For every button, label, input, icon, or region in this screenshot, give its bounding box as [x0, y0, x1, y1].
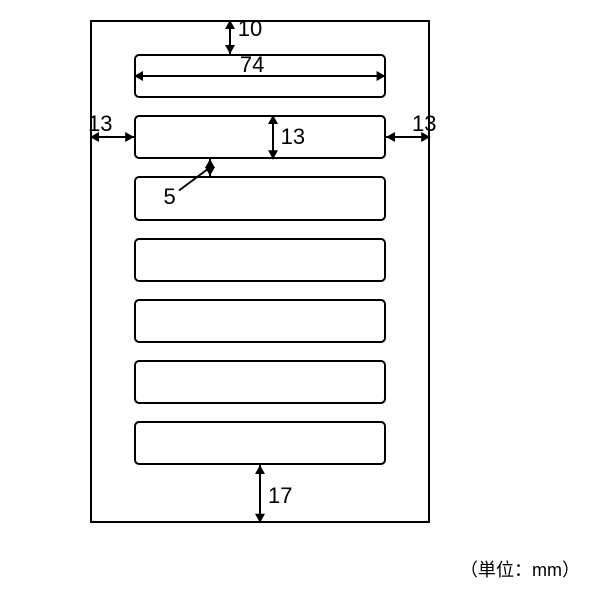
- dim-text-label-gap: 5: [163, 184, 175, 210]
- label-rect: [134, 360, 386, 404]
- leader-label-gap: [175, 164, 213, 195]
- label-rect: [134, 299, 386, 343]
- dim-text-bottom-margin: 17: [268, 483, 292, 509]
- dim-text-label-width: 74: [240, 52, 264, 78]
- label-rect: [134, 238, 386, 282]
- dim-text-label-height: 13: [281, 124, 305, 150]
- unit-label: （単位：mm）: [460, 556, 580, 582]
- dim-text-side-left: 13: [88, 111, 112, 137]
- dim-text-top-margin: 10: [238, 16, 262, 42]
- dim-text-side-right: 13: [412, 111, 436, 137]
